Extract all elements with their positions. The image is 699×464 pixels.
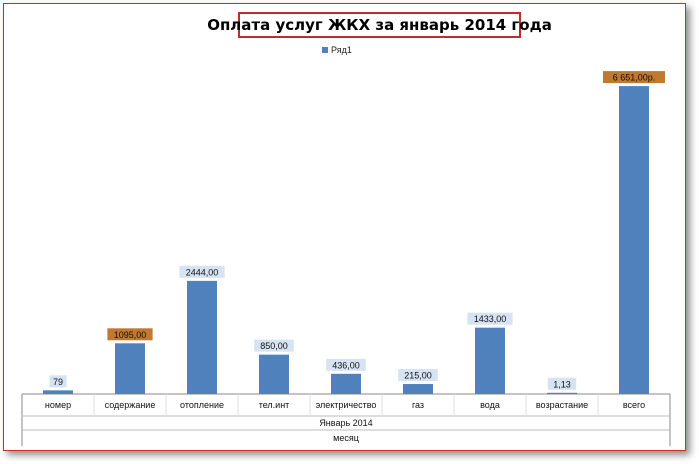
bar-0 [43,390,73,394]
category-label-5: газ [412,400,424,410]
legend-label: Ряд1 [331,45,352,55]
data-label-bg-0 [49,375,67,388]
bar-5 [403,384,433,394]
data-label-4: 436,00 [332,360,360,370]
bar-4 [331,373,361,394]
data-label-bg-3 [254,339,294,352]
data-label-bg-2 [179,265,225,278]
category-label-6: вода [480,400,500,410]
data-label-bg-4 [326,358,366,371]
category-label-8: всего [623,400,645,410]
data-label-1: 1095,00 [114,330,147,340]
data-label-bg-6 [467,312,513,325]
bar-7 [547,392,577,394]
legend: Ряд1 [322,45,352,55]
data-label-bg-1 [107,328,153,341]
category-label-2: отопление [180,400,224,410]
data-label-5: 215,00 [404,371,432,381]
category-label-7: возрастание [536,400,588,410]
data-label-bg-7 [547,377,577,390]
data-label-3: 850,00 [260,341,288,351]
data-label-0: 79 [53,377,63,387]
x-axis-title: месяц [333,433,359,443]
bar-3 [259,354,289,394]
category-label-1: содержание [105,400,156,410]
bar-2 [187,280,217,394]
data-label-6: 1433,00 [474,314,507,324]
group-label: Январь 2014 [319,418,372,428]
category-label-3: тел.инт [259,400,290,410]
data-label-7: 1,13 [553,379,571,389]
legend-swatch [322,47,328,53]
category-label-0: номер [45,400,71,410]
chart-title: Оплата услуг ЖКХ за январь 2014 года [207,16,552,34]
bar-6 [475,327,505,394]
data-label-2: 2444,00 [186,267,219,277]
bar-8 [619,86,649,395]
data-label-bg-5 [398,369,438,382]
data-label-8: 6 651,00р. [613,73,656,83]
data-label-bg-8 [603,71,665,84]
chart-title-box: Оплата услуг ЖКХ за январь 2014 года [207,12,552,38]
bar-1 [115,343,145,394]
category-label-4: электричество [316,400,377,410]
